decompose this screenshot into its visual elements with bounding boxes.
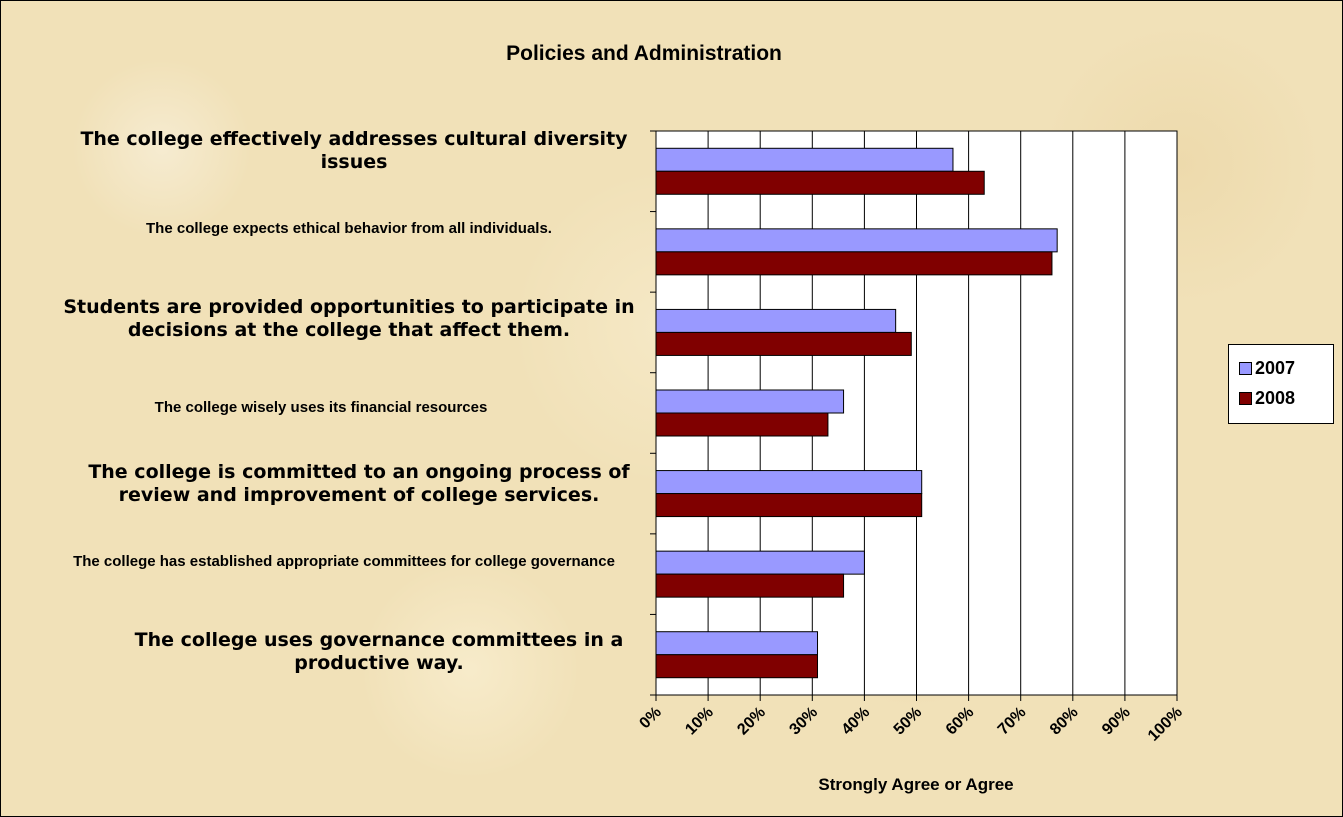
- legend-label: 2008: [1255, 387, 1296, 408]
- category-label: The college expects ethical behavior fro…: [146, 220, 552, 237]
- legend-swatch-2007: [1239, 361, 1252, 375]
- bar-2008: [655, 493, 923, 518]
- category-label: The college uses governance committees i…: [134, 629, 624, 674]
- bar-2007: [655, 308, 897, 333]
- bar-2007: [655, 147, 954, 172]
- x-tick-label: 80%: [1047, 704, 1082, 739]
- legend-swatch-2008: [1239, 391, 1252, 405]
- bar-2007: [655, 631, 819, 656]
- category-label: The college effectively addresses cultur…: [80, 128, 628, 173]
- x-tick-label: 10%: [682, 704, 717, 739]
- bar-2007: [655, 389, 845, 414]
- bar-2007: [655, 550, 865, 575]
- x-tick-label: 70%: [995, 704, 1030, 739]
- bar-2008: [655, 251, 1053, 276]
- legend-label: 2007: [1255, 357, 1296, 378]
- category-label: The college has established appropriate …: [73, 553, 615, 570]
- category-label: Students are provided opportunities to p…: [63, 296, 635, 341]
- x-tick-label: 0%: [636, 704, 664, 732]
- category-label: The college is committed to an ongoing p…: [88, 461, 630, 506]
- category-label: The college wisely uses its financial re…: [154, 399, 488, 416]
- bar-2008: [655, 412, 829, 437]
- bar-2008: [655, 573, 845, 598]
- legend-item-2007: 2007: [1239, 353, 1333, 383]
- x-tick-label: 50%: [891, 704, 926, 739]
- x-tick-label: 90%: [1099, 704, 1134, 739]
- x-tick-label: 60%: [943, 704, 978, 739]
- legend-item-2008: 2008: [1239, 383, 1333, 413]
- x-axis-label: Strongly Agree or Agree: [818, 775, 1013, 794]
- chart-legend: 2007 2008: [1228, 344, 1334, 424]
- bar-2007: [655, 470, 923, 495]
- bar-2008: [655, 331, 912, 356]
- x-tick-label: 100%: [1145, 704, 1186, 745]
- bar-2008: [655, 170, 985, 195]
- bar-2008: [655, 654, 819, 679]
- x-tick-label: 20%: [734, 704, 769, 739]
- bar-2007: [655, 228, 1058, 253]
- x-tick-label: 40%: [839, 704, 874, 739]
- x-tick-label: 30%: [786, 704, 821, 739]
- chart-title: Policies and Administration: [506, 42, 782, 65]
